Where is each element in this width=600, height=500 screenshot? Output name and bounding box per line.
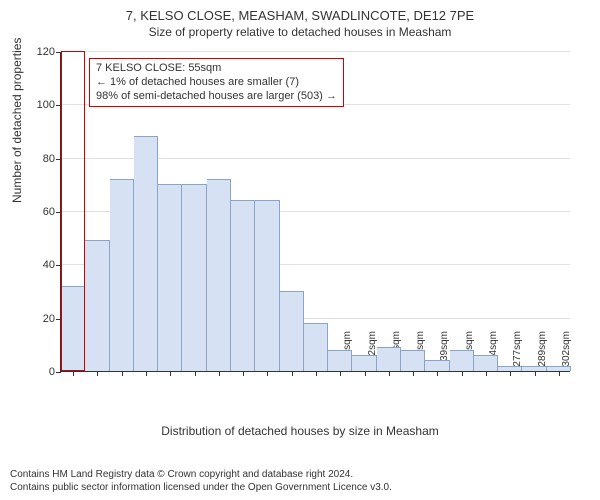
annotation-line-2: ← 1% of detached houses are smaller (7) xyxy=(96,76,337,90)
histogram-bar xyxy=(352,355,376,371)
histogram-bar xyxy=(182,184,206,371)
histogram-plot: 7 KELSO CLOSE: 55sqm ← 1% of detached ho… xyxy=(60,52,570,372)
x-axis-label: Distribution of detached houses by size … xyxy=(0,424,600,438)
x-tick-mark xyxy=(122,371,123,376)
histogram-bar xyxy=(328,350,352,371)
annotation-box: 7 KELSO CLOSE: 55sqm ← 1% of detached ho… xyxy=(89,58,344,107)
histogram-bar xyxy=(450,350,474,371)
histogram-bar xyxy=(425,360,449,371)
histogram-bar xyxy=(547,366,571,371)
x-tick-mark xyxy=(389,371,390,376)
y-tick-mark xyxy=(56,105,61,106)
x-tick-mark xyxy=(73,371,74,376)
histogram-bar xyxy=(474,355,498,371)
histogram-bar xyxy=(231,200,255,371)
y-tick-mark xyxy=(56,265,61,266)
x-tick-mark xyxy=(462,371,463,376)
histogram-bar xyxy=(207,179,231,371)
x-tick-mark xyxy=(243,371,244,376)
histogram-bar xyxy=(85,240,109,371)
y-axis-label: Number of detached properties xyxy=(10,38,24,203)
x-tick-mark xyxy=(195,371,196,376)
annotation-line-1: 7 KELSO CLOSE: 55sqm xyxy=(96,62,337,76)
histogram-bar xyxy=(377,347,401,371)
x-tick-mark xyxy=(535,371,536,376)
histogram-bar xyxy=(110,179,134,371)
y-tick-mark xyxy=(56,159,61,160)
footer-line-2: Contains public sector information licen… xyxy=(10,482,392,495)
x-tick-mark xyxy=(365,371,366,376)
footer-line-1: Contains HM Land Registry data © Crown c… xyxy=(10,469,392,482)
histogram-bar xyxy=(401,350,425,371)
x-tick-mark xyxy=(486,371,487,376)
y-tick-mark xyxy=(56,52,61,53)
histogram-bar xyxy=(280,291,304,371)
histogram-bar xyxy=(498,366,522,371)
y-tick-mark xyxy=(56,372,61,373)
gridline xyxy=(61,51,570,52)
x-tick-mark xyxy=(316,371,317,376)
x-tick-mark xyxy=(292,371,293,376)
footer: Contains HM Land Registry data © Crown c… xyxy=(10,469,392,494)
page-title: 7, KELSO CLOSE, MEASHAM, SWADLINCOTE, DE… xyxy=(0,0,600,23)
x-tick-mark xyxy=(413,371,414,376)
histogram-bar xyxy=(61,286,85,371)
x-tick-mark xyxy=(559,371,560,376)
histogram-bar xyxy=(255,200,279,371)
y-tick-mark xyxy=(56,212,61,213)
annotation-line-3: 98% of semi-detached houses are larger (… xyxy=(96,90,337,104)
page-subtitle: Size of property relative to detached ho… xyxy=(0,23,600,39)
histogram-bar xyxy=(134,136,158,371)
histogram-bar xyxy=(158,184,182,371)
x-tick-mark xyxy=(146,371,147,376)
histogram-bar xyxy=(304,323,328,371)
histogram-bar xyxy=(522,366,546,371)
x-tick-mark xyxy=(219,371,220,376)
